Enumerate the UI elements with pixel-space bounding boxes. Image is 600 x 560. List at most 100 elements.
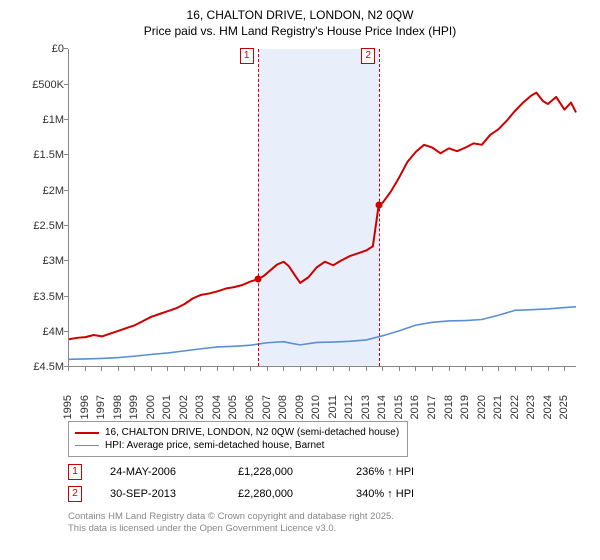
x-tick [415,367,416,371]
legend-label: HPI: Average price, semi-detached house,… [105,440,324,451]
x-tick-label: 2024 [542,395,554,419]
sale-point-dot [376,202,383,209]
x-tick-label: 2018 [443,395,455,419]
x-tick-label: 2006 [244,395,256,419]
chart-container: 16, CHALTON DRIVE, LONDON, N2 0QW Price … [0,0,600,560]
x-tick-label: 2025 [558,395,570,419]
x-tick-label: 2007 [261,395,273,419]
x-tick-label: 2021 [492,395,504,419]
footer: Contains HM Land Registry data © Crown c… [68,511,590,535]
series-line-hpi [69,307,576,359]
x-tick [548,367,549,371]
y-tick-label: £0 [20,43,64,55]
x-tick-label: 2017 [426,395,438,419]
y-tick [64,154,68,155]
x-tick [449,367,450,371]
x-tick-label: 2013 [360,395,372,419]
x-tick [250,367,251,371]
x-tick-label: 2020 [476,395,488,419]
legend-row: 16, CHALTON DRIVE, LONDON, N2 0QW (semi-… [75,426,401,439]
x-tick-label: 2014 [376,395,388,419]
sale-badge: 2 [68,486,82,502]
y-tick-label: £1.5M [20,149,64,161]
x-tick-label: 2000 [145,395,157,419]
x-tick-label: 1995 [62,395,74,419]
y-tick-label: £4M [20,326,64,338]
y-tick [64,84,68,85]
x-tick [316,367,317,371]
x-tick [85,367,86,371]
sale-price: £2,280,000 [238,488,328,500]
legend: 16, CHALTON DRIVE, LONDON, N2 0QW (semi-… [68,421,408,457]
sale-date: 24-MAY-2006 [110,466,210,478]
x-tick-label: 2011 [327,395,339,419]
x-tick [233,367,234,371]
x-tick-label: 2022 [509,395,521,419]
x-tick-label: 1996 [79,395,91,419]
x-tick-label: 2005 [227,395,239,419]
footer-line: Contains HM Land Registry data © Crown c… [68,511,590,523]
x-tick-label: 2023 [525,395,537,419]
y-tick-label: £4.5M [20,361,64,373]
series-line-price_paid [69,93,576,340]
legend-swatch [75,445,99,446]
title-address: 16, CHALTON DRIVE, LONDON, N2 0QW [10,8,590,24]
x-tick [134,367,135,371]
y-tick-label: £2.5M [20,220,64,232]
y-tick-label: £3M [20,255,64,267]
sale-marker-badge: 2 [361,48,375,64]
x-tick [101,367,102,371]
x-tick-label: 2002 [178,395,190,419]
x-tick [349,367,350,371]
y-tick [64,225,68,226]
sales-row: 1 24-MAY-2006 £1,228,000 236% ↑ HPI [68,461,590,483]
sale-point-dot [254,276,261,283]
x-tick [283,367,284,371]
y-tick [64,296,68,297]
x-tick [564,367,565,371]
title-subtitle: Price paid vs. HM Land Registry's House … [10,24,590,40]
legend-swatch [75,432,99,434]
x-tick [167,367,168,371]
x-tick-label: 2008 [277,395,289,419]
x-tick [184,367,185,371]
x-tick-label: 2015 [393,395,405,419]
sale-price: £1,228,000 [238,466,328,478]
x-tick-label: 2010 [310,395,322,419]
x-tick-label: 2009 [294,395,306,419]
x-tick [366,367,367,371]
y-tick-label: £500K [20,79,64,91]
x-tick [333,367,334,371]
sale-marker-line [258,49,259,366]
y-tick-label: £2M [20,185,64,197]
x-tick [118,367,119,371]
x-tick-label: 1999 [128,395,140,419]
line-series-svg [69,49,576,366]
y-tick [64,260,68,261]
x-tick [515,367,516,371]
footer-line: This data is licensed under the Open Gov… [68,523,590,535]
x-tick [151,367,152,371]
chart-area: 12 £0£500K£1M£1.5M£2M£2.5M£3M£3.5M£4M£4.… [20,45,580,415]
x-tick [465,367,466,371]
y-tick [64,48,68,49]
y-tick [64,331,68,332]
x-tick [382,367,383,371]
x-tick [498,367,499,371]
x-tick [432,367,433,371]
x-tick [482,367,483,371]
x-tick-label: 2001 [161,395,173,419]
sales-row: 2 30-SEP-2013 £2,280,000 340% ↑ HPI [68,483,590,505]
sales-table: 1 24-MAY-2006 £1,228,000 236% ↑ HPI 2 30… [68,461,590,505]
sale-hpi-delta: 236% ↑ HPI [356,466,414,478]
sale-marker-badge: 1 [240,48,254,64]
x-tick-label: 1997 [95,395,107,419]
x-tick-label: 2012 [343,395,355,419]
plot-region: 12 [68,49,576,367]
x-tick [399,367,400,371]
x-tick-label: 1998 [112,395,124,419]
x-tick-label: 2003 [194,395,206,419]
x-tick-label: 2016 [409,395,421,419]
x-tick-label: 2004 [211,395,223,419]
y-tick-label: £3.5M [20,291,64,303]
